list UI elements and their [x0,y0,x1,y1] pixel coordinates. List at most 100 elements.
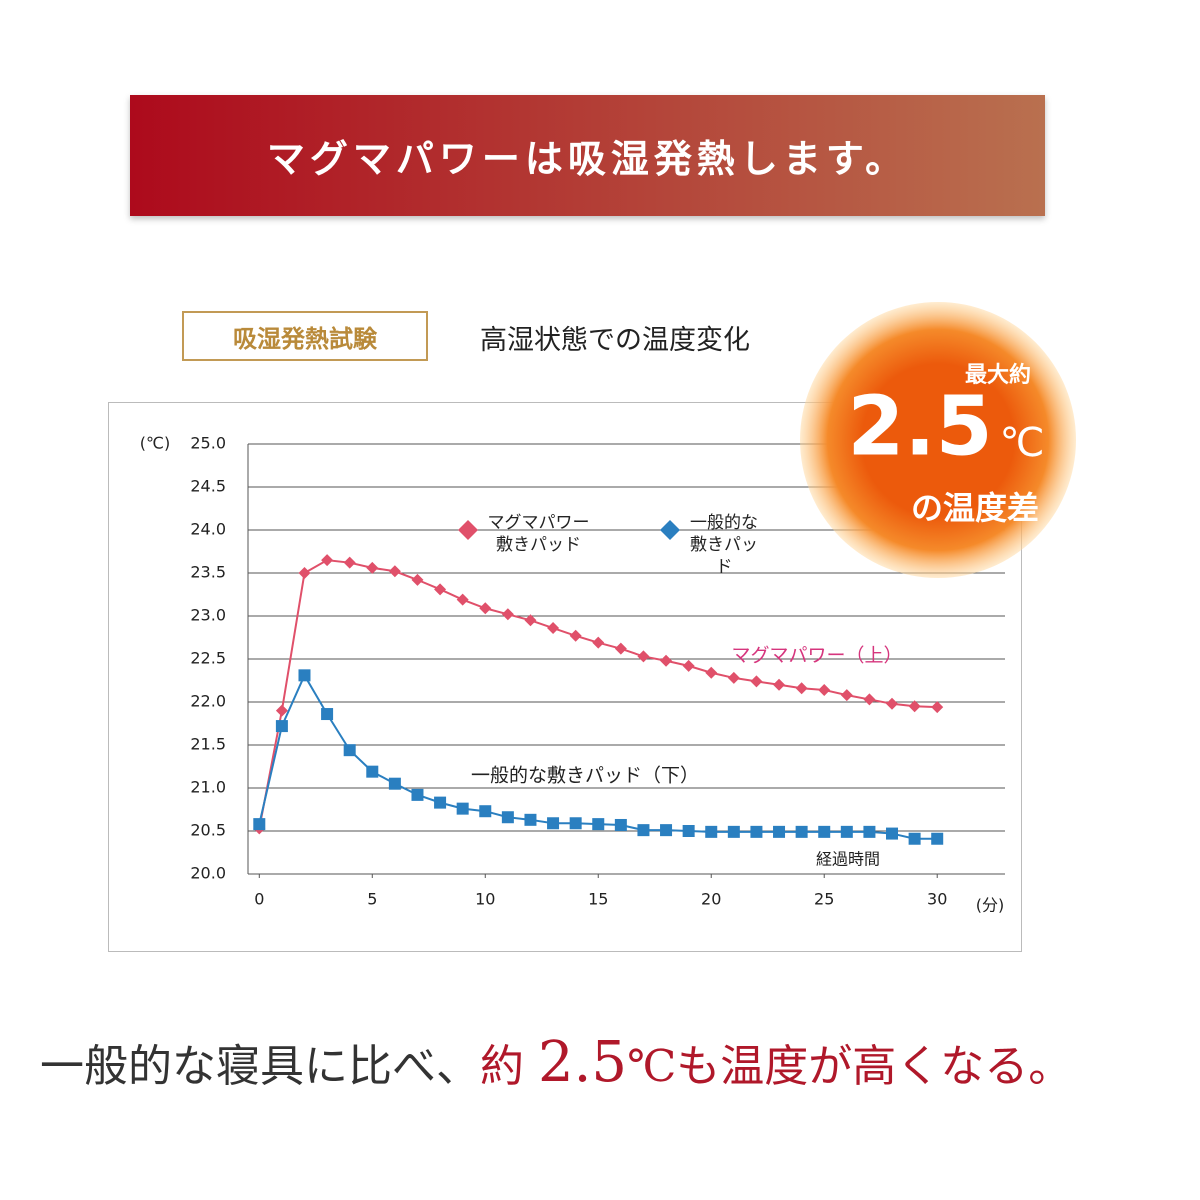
point [614,642,627,655]
y-tick-label: 20.0 [190,864,226,883]
y-tick-label: 23.0 [190,606,226,625]
point [840,689,853,702]
point [773,678,786,691]
point [456,593,469,606]
point [298,567,311,579]
footer-lead: 一般的な寝具に比べ、 [40,1041,480,1092]
point [931,701,944,714]
point [908,832,921,845]
point [479,602,492,615]
highlight-prefix: 最大約 [965,362,1031,388]
point [863,825,876,838]
point [795,682,808,695]
point [366,561,379,574]
x-tick-label: 25 [814,890,834,909]
point [886,697,899,710]
point [434,583,447,596]
x-tick-label: 20 [701,890,721,909]
point [388,777,401,790]
annotation: 経過時間 [816,850,880,869]
legend-marker [660,520,680,540]
badge: 吸湿発熱試験 [182,311,428,361]
point [773,825,786,838]
point [592,818,605,831]
x-tick-label: 30 [927,890,947,909]
point [682,659,695,672]
point [501,811,514,824]
point [479,805,492,818]
point [321,708,334,721]
subtitle: 高湿状態での温度変化 [480,325,750,356]
point [840,825,853,838]
banner: マグマパワーは吸湿発熱します。 [130,95,1045,216]
point [366,765,379,778]
point [569,629,582,642]
point [343,744,356,757]
y-tick-label: 21.5 [190,735,226,754]
point [727,825,740,838]
annotation: マグマパワー（上） [731,645,902,667]
point [547,817,560,830]
point [795,825,808,838]
legend-marker [458,520,478,540]
y-tick-label: 22.5 [190,649,226,668]
footer-tail: ℃も温度が高くなる。 [627,1041,1073,1092]
annotation: 一般的な敷きパッド（下） [471,765,699,787]
legend-label: 一般的な敷きパッド [690,513,758,577]
highlight-circle [800,302,1076,578]
point [524,813,537,826]
y-tick-label: 25.0 [190,434,226,453]
point [705,666,718,679]
point [727,671,740,684]
point [253,818,266,831]
point [321,554,334,567]
point [501,608,514,621]
y-tick-label: 23.5 [190,563,226,582]
point [682,825,695,837]
x-axis-label: (分) [976,896,1005,915]
point [411,573,424,586]
y-tick-label: 22.0 [190,692,226,711]
point [547,622,560,635]
point [637,824,650,837]
legend-label: マグマパワー敷きパッド [487,513,590,555]
footer-word: 約 [480,1041,524,1092]
point [388,565,401,578]
footer: 一般的な寝具に比べ、約 2.5℃も温度が高くなる。 [40,1030,1072,1095]
point [298,669,311,682]
point [863,693,876,706]
point [456,802,469,815]
point [818,825,831,838]
point [750,825,763,838]
point [434,796,447,809]
point [908,700,921,713]
y-tick-label: 24.5 [190,477,226,496]
point [750,675,763,688]
y-tick-label: 21.0 [190,778,226,797]
y-axis-label: (℃) [140,434,170,453]
footer-number: 2.5 [538,1030,628,1095]
y-tick-label: 24.0 [190,520,226,539]
point [275,704,288,717]
x-tick-label: 5 [367,890,377,909]
point [592,636,605,649]
x-tick-label: 15 [588,890,608,909]
chart-frame [108,402,1022,952]
point [886,827,899,840]
point [569,817,582,830]
series-line [258,673,938,840]
point [411,788,424,801]
point [660,654,673,667]
point [931,832,944,845]
point [275,720,288,733]
x-tick-label: 10 [475,890,495,909]
point [705,825,718,838]
x-tick-label: 0 [254,890,264,909]
point [660,824,673,837]
point [818,683,831,696]
highlight-number: 2.5 [847,379,992,474]
point [637,650,650,663]
point [343,556,356,569]
